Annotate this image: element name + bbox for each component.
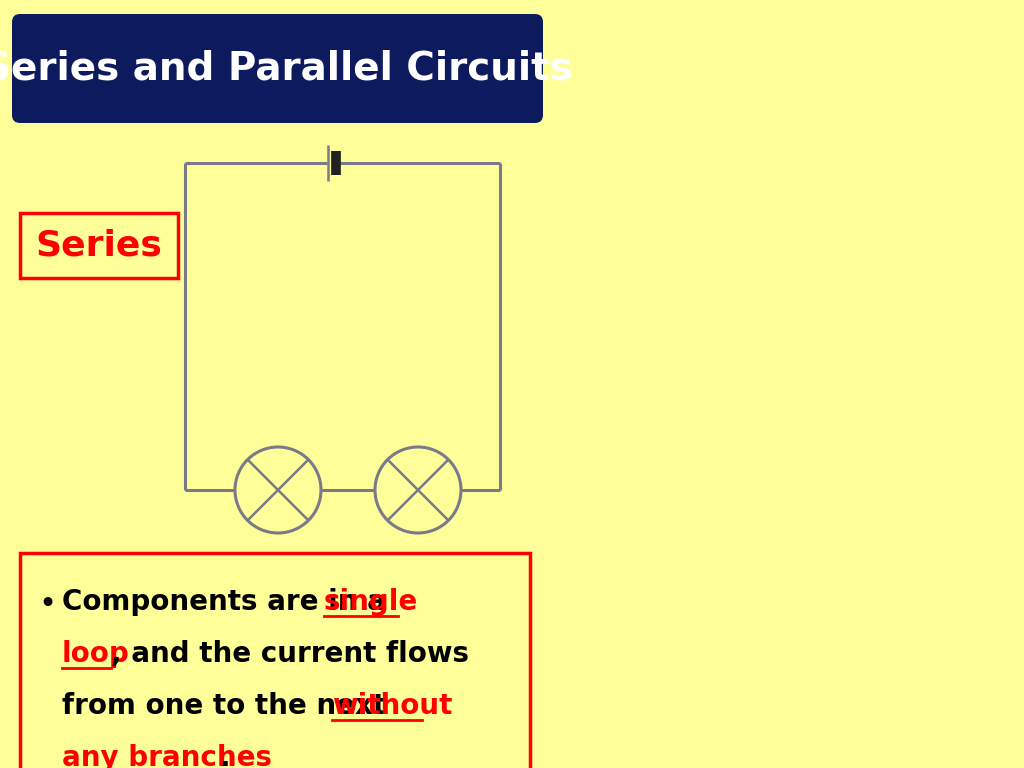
- Text: •: •: [38, 590, 56, 619]
- Text: .: .: [219, 744, 229, 768]
- Text: from one to the next: from one to the next: [62, 692, 395, 720]
- Text: any branches: any branches: [62, 744, 272, 768]
- FancyBboxPatch shape: [20, 213, 178, 278]
- Text: loop: loop: [62, 640, 130, 668]
- FancyBboxPatch shape: [20, 553, 530, 768]
- Text: Series: Series: [36, 229, 163, 263]
- FancyBboxPatch shape: [12, 14, 543, 123]
- Text: single: single: [324, 588, 418, 616]
- Text: without: without: [332, 692, 453, 720]
- Text: , and the current flows: , and the current flows: [111, 640, 469, 668]
- Text: Components are in a: Components are in a: [62, 588, 395, 616]
- Text: Series and Parallel Circuits: Series and Parallel Circuits: [0, 49, 572, 88]
